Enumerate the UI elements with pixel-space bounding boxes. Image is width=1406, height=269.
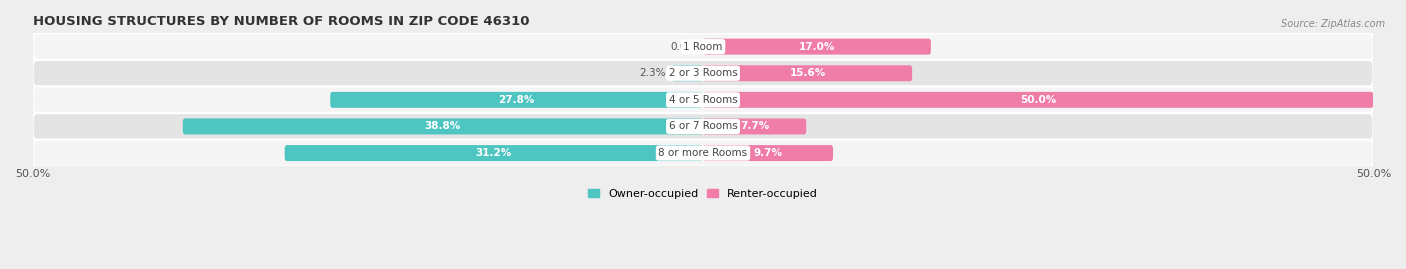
FancyBboxPatch shape bbox=[703, 145, 832, 161]
Text: Source: ZipAtlas.com: Source: ZipAtlas.com bbox=[1281, 19, 1385, 29]
Text: 6 or 7 Rooms: 6 or 7 Rooms bbox=[669, 122, 737, 132]
Text: 15.6%: 15.6% bbox=[789, 68, 825, 78]
Text: 38.8%: 38.8% bbox=[425, 122, 461, 132]
FancyBboxPatch shape bbox=[32, 113, 1374, 140]
Text: 0.0%: 0.0% bbox=[671, 42, 696, 52]
FancyBboxPatch shape bbox=[183, 118, 703, 134]
FancyBboxPatch shape bbox=[703, 65, 912, 81]
Text: 27.8%: 27.8% bbox=[499, 95, 534, 105]
Text: 9.7%: 9.7% bbox=[754, 148, 783, 158]
FancyBboxPatch shape bbox=[703, 118, 806, 134]
FancyBboxPatch shape bbox=[32, 33, 1374, 60]
Text: HOUSING STRUCTURES BY NUMBER OF ROOMS IN ZIP CODE 46310: HOUSING STRUCTURES BY NUMBER OF ROOMS IN… bbox=[32, 15, 529, 28]
FancyBboxPatch shape bbox=[284, 145, 703, 161]
Text: 2 or 3 Rooms: 2 or 3 Rooms bbox=[669, 68, 737, 78]
FancyBboxPatch shape bbox=[32, 60, 1374, 87]
Text: 7.7%: 7.7% bbox=[740, 122, 769, 132]
FancyBboxPatch shape bbox=[703, 92, 1374, 108]
FancyBboxPatch shape bbox=[330, 92, 703, 108]
Text: 50.0%: 50.0% bbox=[1021, 95, 1056, 105]
FancyBboxPatch shape bbox=[32, 87, 1374, 113]
Text: 31.2%: 31.2% bbox=[475, 148, 512, 158]
Text: 8 or more Rooms: 8 or more Rooms bbox=[658, 148, 748, 158]
FancyBboxPatch shape bbox=[672, 65, 703, 81]
Text: 2.3%: 2.3% bbox=[638, 68, 665, 78]
Text: 1 Room: 1 Room bbox=[683, 42, 723, 52]
FancyBboxPatch shape bbox=[703, 39, 931, 55]
Text: 17.0%: 17.0% bbox=[799, 42, 835, 52]
Text: 4 or 5 Rooms: 4 or 5 Rooms bbox=[669, 95, 737, 105]
Legend: Owner-occupied, Renter-occupied: Owner-occupied, Renter-occupied bbox=[583, 184, 823, 203]
FancyBboxPatch shape bbox=[32, 140, 1374, 166]
